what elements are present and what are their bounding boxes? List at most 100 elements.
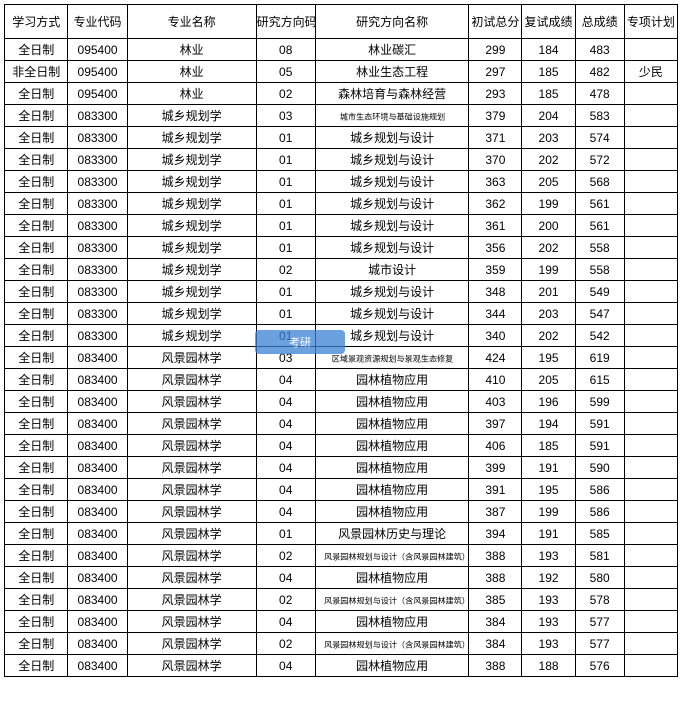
cell: 全日制: [5, 369, 68, 391]
cell: 城市设计: [315, 259, 468, 281]
col-retest-score: 复试成绩: [522, 5, 575, 39]
table-row: 全日制083400风景园林学02风景园林规划与设计（含风景园林建筑）384193…: [5, 633, 678, 655]
cell: 083400: [68, 479, 127, 501]
cell: [624, 435, 677, 457]
cell: 297: [469, 61, 522, 83]
cell: 483: [575, 39, 624, 61]
cell: 全日制: [5, 237, 68, 259]
cell: 全日制: [5, 281, 68, 303]
cell: 482: [575, 61, 624, 83]
cell: 全日制: [5, 105, 68, 127]
cell: 园林植物应用: [315, 567, 468, 589]
cell: 193: [522, 633, 575, 655]
cell: 全日制: [5, 325, 68, 347]
cell: 542: [575, 325, 624, 347]
cell: 森林培育与森林经营: [315, 83, 468, 105]
cell: 362: [469, 193, 522, 215]
cell: 风景园林学: [127, 655, 256, 677]
cell: 191: [522, 457, 575, 479]
cell: 581: [575, 545, 624, 567]
cell: 083400: [68, 567, 127, 589]
cell: 195: [522, 479, 575, 501]
cell: 201: [522, 281, 575, 303]
cell: 348: [469, 281, 522, 303]
cell: 少民: [624, 61, 677, 83]
cell: 林业生态工程: [315, 61, 468, 83]
cell: [624, 413, 677, 435]
cell: 01: [256, 237, 315, 259]
cell: 370: [469, 149, 522, 171]
col-special-plan: 专项计划: [624, 5, 677, 39]
cell: 城市生态环境与基础设施规划: [315, 105, 468, 127]
cell: 城乡规划与设计: [315, 303, 468, 325]
cell: [624, 149, 677, 171]
cell: [624, 523, 677, 545]
cell: 02: [256, 259, 315, 281]
table-row: 全日制083400风景园林学04园林植物应用403196599: [5, 391, 678, 413]
cell: 林业: [127, 83, 256, 105]
cell: 风景园林规划与设计（含风景园林建筑）: [315, 633, 468, 655]
cell: 361: [469, 215, 522, 237]
cell: 园林植物应用: [315, 391, 468, 413]
cell: 359: [469, 259, 522, 281]
cell: 01: [256, 127, 315, 149]
cell: 区域景观资源规划与景观生态修复: [315, 347, 468, 369]
cell: 340: [469, 325, 522, 347]
cell: 林业: [127, 61, 256, 83]
cell: 385: [469, 589, 522, 611]
col-study-mode: 学习方式: [5, 5, 68, 39]
admission-table: 学习方式 专业代码 专业名称 研究方向码 研究方向名称 初试总分 复试成绩 总成…: [4, 4, 678, 677]
cell: 363: [469, 171, 522, 193]
cell: 083400: [68, 413, 127, 435]
cell: 风景园林学: [127, 479, 256, 501]
cell: 01: [256, 325, 315, 347]
cell: 185: [522, 83, 575, 105]
cell: 585: [575, 523, 624, 545]
cell: 568: [575, 171, 624, 193]
cell: 全日制: [5, 589, 68, 611]
cell: [624, 193, 677, 215]
table-row: 全日制083300城乡规划学01城乡规划与设计356202558: [5, 237, 678, 259]
cell: 城乡规划与设计: [315, 127, 468, 149]
cell: 191: [522, 523, 575, 545]
cell: 01: [256, 193, 315, 215]
table-row: 全日制083400风景园林学04园林植物应用388188576: [5, 655, 678, 677]
cell: 园林植物应用: [315, 413, 468, 435]
cell: 02: [256, 545, 315, 567]
table-row: 全日制083400风景园林学04园林植物应用391195586: [5, 479, 678, 501]
col-major-code: 专业代码: [68, 5, 127, 39]
cell: 203: [522, 127, 575, 149]
cell: 01: [256, 281, 315, 303]
cell: 风景园林学: [127, 369, 256, 391]
cell: 04: [256, 567, 315, 589]
table-row: 全日制095400林业08林业碳汇299184483: [5, 39, 678, 61]
cell: 599: [575, 391, 624, 413]
cell: 590: [575, 457, 624, 479]
cell: 558: [575, 259, 624, 281]
cell: 01: [256, 303, 315, 325]
cell: 591: [575, 435, 624, 457]
cell: 城乡规划与设计: [315, 325, 468, 347]
cell: [624, 303, 677, 325]
table-body: 全日制095400林业08林业碳汇299184483非全日制095400林业05…: [5, 39, 678, 677]
cell: 全日制: [5, 259, 68, 281]
cell: 379: [469, 105, 522, 127]
table-row: 全日制083300城乡规划学01城乡规划与设计362199561: [5, 193, 678, 215]
cell: 城乡规划学: [127, 215, 256, 237]
table-row: 全日制083300城乡规划学01城乡规划与设计344203547: [5, 303, 678, 325]
cell: 全日制: [5, 413, 68, 435]
table-row: 全日制083300城乡规划学01城乡规划与设计340202542: [5, 325, 678, 347]
cell: 299: [469, 39, 522, 61]
cell: 全日制: [5, 501, 68, 523]
cell: 619: [575, 347, 624, 369]
cell: 083400: [68, 391, 127, 413]
cell: [624, 655, 677, 677]
cell: 083300: [68, 259, 127, 281]
cell: [624, 347, 677, 369]
cell: 095400: [68, 83, 127, 105]
cell: 城乡规划学: [127, 237, 256, 259]
cell: 非全日制: [5, 61, 68, 83]
cell: 全日制: [5, 347, 68, 369]
cell: 全日制: [5, 149, 68, 171]
cell: 387: [469, 501, 522, 523]
